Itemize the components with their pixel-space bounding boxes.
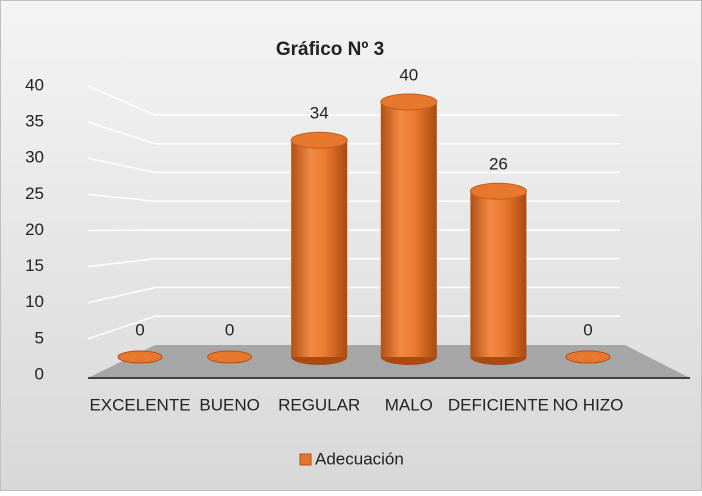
bar-top	[469, 182, 527, 200]
data-label: 0	[225, 320, 234, 339]
legend-swatch	[299, 453, 312, 466]
grid-line	[87, 286, 620, 304]
y-tick-label: 35	[25, 112, 44, 131]
bar-top	[290, 131, 348, 149]
x-tick-label: MALO	[385, 395, 433, 414]
y-tick-label: 15	[25, 256, 44, 275]
data-label: 34	[310, 104, 329, 123]
x-tick-label: NO HIZO	[553, 395, 624, 414]
data-label: 40	[399, 65, 418, 84]
x-tick-label: EXCELENTE	[89, 395, 190, 414]
grid-line	[87, 193, 620, 202]
grid-line	[87, 157, 620, 174]
y-tick-label: 10	[25, 292, 44, 311]
y-tick-label: 5	[35, 328, 44, 347]
grid-line	[87, 85, 620, 116]
data-label: 0	[135, 320, 144, 339]
y-tick-label: 20	[25, 220, 44, 239]
grid-line	[87, 315, 620, 340]
y-tick-label: 40	[25, 75, 44, 94]
y-tick-label: 0	[35, 364, 44, 383]
bar	[565, 350, 611, 364]
data-label: 0	[583, 320, 592, 339]
grid	[87, 85, 620, 340]
data-label: 26	[489, 155, 508, 174]
grid-line	[87, 229, 620, 232]
bar-top	[380, 93, 438, 111]
x-tick-label: REGULAR	[278, 395, 360, 414]
bar	[380, 102, 437, 357]
bar	[207, 350, 253, 364]
y-tick-label: 30	[25, 148, 44, 167]
y-tick-label: 25	[25, 184, 44, 203]
bar	[470, 191, 527, 357]
legend-label: Adecuación	[315, 449, 404, 468]
bar	[117, 350, 163, 364]
plot	[117, 93, 611, 365]
chart-title: Gráfico Nº 3	[276, 39, 384, 60]
grid-line	[87, 258, 620, 268]
grid-line	[87, 121, 620, 145]
x-tick-label: DEFICIENTE	[448, 395, 549, 414]
bar	[291, 140, 348, 357]
x-tick-label: BUENO	[199, 395, 259, 414]
